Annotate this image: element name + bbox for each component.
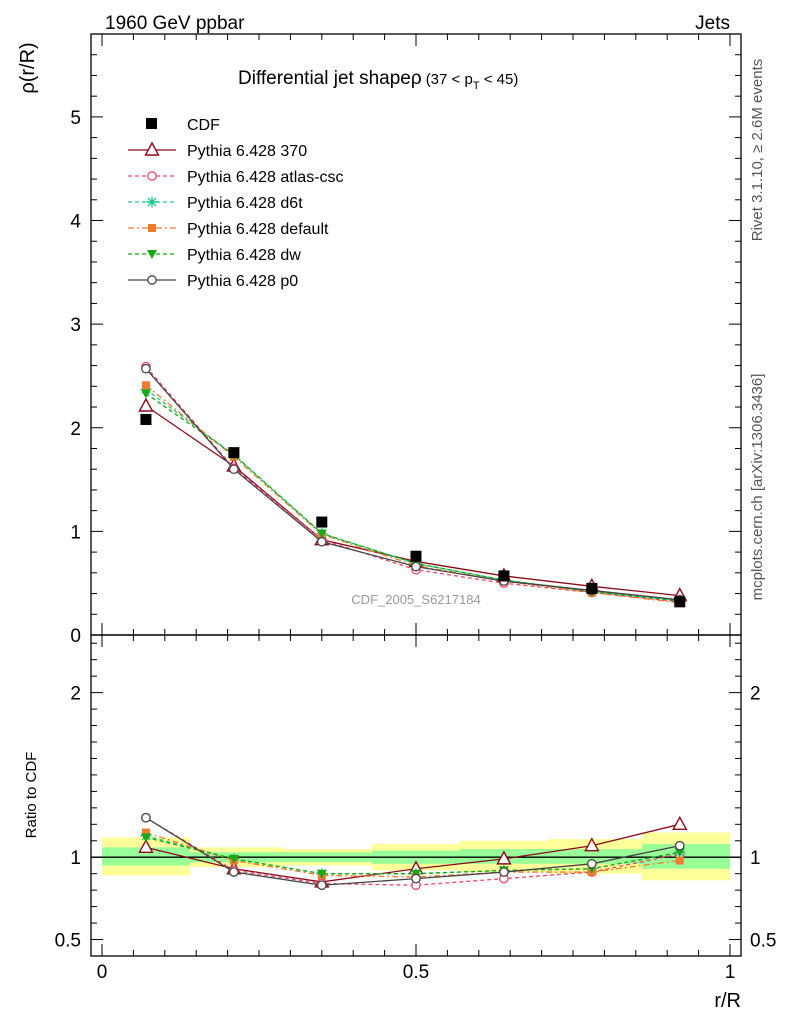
upper-point-pythia-6-428-p0	[229, 464, 239, 475]
x-axis-label: r/R	[714, 990, 741, 1012]
lower-frame	[90, 634, 742, 957]
x-tick-label: 1	[725, 962, 736, 983]
upper-point-cdf	[316, 516, 328, 528]
y-axis-label-upper: ρ(r/R)	[17, 42, 39, 93]
upper-point-cdf	[410, 550, 422, 562]
legend-label-pythia-6-428-default: Pythia 6.428 default	[187, 221, 329, 238]
y-tick-label-lower-right: 1	[750, 848, 761, 869]
legend-item-pythia-6-428-atlas-csc: Pythia 6.428 atlas-csc	[128, 169, 344, 186]
band-inner	[101, 847, 190, 866]
legend: CDF Pythia 6.428 370 Pythia 6.428 atlas-c…	[128, 117, 344, 290]
plot-title-main: Differential jet shapeρ	[238, 68, 422, 89]
legend-label-pythia-6-428-370: Pythia 6.428 370	[187, 143, 307, 160]
y-tick-label-upper: 5	[70, 108, 81, 129]
lower-point-pythia-6-428-p0	[499, 867, 509, 877]
lower-point-pythia-6-428-p0	[674, 840, 685, 851]
legend-item-pythia-6-428-370: Pythia 6.428 370	[128, 141, 307, 160]
upper-point-pythia-6-428-370	[138, 397, 154, 412]
plot-title: Differential jet shapeρ (37 < pT < 45)	[238, 68, 518, 92]
upper-point-cdf	[498, 570, 510, 582]
upper-point-pythia-6-428-p0	[316, 536, 327, 547]
lower-point-pythia-6-428-dw	[674, 848, 685, 858]
y-tick-label-lower-right: 2	[750, 684, 761, 705]
header-left: 1960 GeV ppbar	[105, 13, 245, 34]
legend-label-cdf: CDF	[187, 117, 220, 134]
lower-point-pythia-6-428-dw	[140, 833, 151, 843]
legend-label-pythia-6-428-dw: Pythia 6.428 dw	[187, 247, 301, 264]
lower-point-pythia-6-428-default	[675, 856, 684, 865]
legend-item-pythia-6-428-default: Pythia 6.428 default	[128, 221, 329, 238]
upper-point-cdf	[140, 413, 152, 425]
legend-marker-pythia-6-428-d6t	[146, 196, 158, 208]
upper-series-cdf	[140, 413, 686, 608]
legend-label-pythia-6-428-atlas-csc: Pythia 6.428 atlas-csc	[187, 169, 344, 186]
x-tick-label: 0.5	[403, 962, 429, 983]
legend-label-pythia-6-428-d6t: Pythia 6.428 d6t	[187, 195, 303, 212]
y-tick-label-upper: 1	[70, 522, 81, 543]
lower-point-pythia-6-428-370	[672, 815, 688, 831]
y-tick-label-lower: 0.5	[55, 931, 81, 952]
lower-series-pythia-6-428-p0	[141, 812, 685, 891]
plot-title-range-end: < 45)	[480, 71, 519, 88]
mcplots-reference: mcplots.cern.ch [arXiv:1306.3436]	[749, 374, 766, 601]
y-tick-label-upper: 4	[70, 212, 81, 233]
legend-marker-pythia-6-428-default	[148, 224, 156, 232]
plot-title-range: (37 < p	[426, 71, 473, 88]
legend-marker-pythia-6-428-dw	[147, 250, 157, 259]
upper-point-pythia-6-428-p0	[141, 363, 151, 374]
upper-series-pythia-6-428-p0	[141, 363, 685, 605]
lower-point-pythia-6-428-p0	[316, 880, 327, 891]
upper-point-pythia-6-428-default	[141, 381, 150, 390]
x-tick-label: 0	[97, 962, 108, 983]
y-tick-label-upper: 0	[70, 626, 81, 647]
y-axis-label-lower: Ratio to CDF	[23, 752, 40, 839]
band-inner	[547, 849, 643, 864]
upper-point-cdf	[674, 596, 686, 608]
lower-point-pythia-6-428-p0	[411, 873, 421, 884]
band-inner	[642, 844, 731, 869]
legend-marker-pythia-6-428-370	[144, 141, 160, 156]
lower-point-pythia-6-428-p0	[229, 867, 239, 877]
analysis-watermark: CDF_2005_S6217184	[351, 592, 480, 607]
legend-item-pythia-6-428-p0: Pythia 6.428 p0	[128, 273, 298, 290]
legend-item-pythia-6-428-d6t: Pythia 6.428 d6t	[128, 195, 303, 212]
upper-point-cdf	[586, 582, 598, 594]
lower-point-pythia-6-428-p0	[141, 812, 151, 823]
legend-item-pythia-6-428-dw: Pythia 6.428 dw	[128, 247, 301, 264]
tick-labels: 0 1 2 3 4 5 0.5 0.5 1 1 2 2 0 0.5 1	[55, 108, 777, 983]
y-tick-label-upper: 2	[70, 419, 81, 440]
upper-point-cdf	[228, 447, 240, 459]
legend-marker-pythia-6-428-p0	[147, 275, 157, 285]
rivet-version: Rivet 3.1.10, ≥ 2.6M events	[749, 59, 766, 242]
legend-item-cdf: CDF	[146, 117, 220, 134]
y-tick-label-lower: 1	[70, 848, 81, 869]
lower-point-pythia-6-428-p0	[586, 858, 597, 869]
lower-point-pythia-6-428-dw	[228, 854, 239, 864]
header-right: Jets	[695, 13, 730, 34]
lower-point-pythia-6-428-default	[141, 828, 150, 837]
plot-title-index: T	[473, 80, 480, 92]
upper-point-pythia-6-428-dw	[140, 389, 151, 399]
lower-point-pythia-6-428-dw	[316, 869, 327, 879]
lower-point-pythia-6-428-370	[584, 837, 600, 852]
upper-point-pythia-6-428-dw	[316, 529, 327, 539]
upper-point-pythia-6-428-d6t	[140, 383, 152, 395]
y-tick-label-lower-right: 0.5	[750, 931, 776, 952]
legend-marker-cdf	[146, 118, 157, 129]
y-tick-label-upper: 3	[70, 315, 81, 336]
axis-ticks	[91, 33, 741, 956]
lower-point-pythia-6-428-370	[496, 850, 512, 865]
legend-marker-pythia-6-428-atlas-csc	[147, 171, 157, 181]
lower-point-pythia-6-428-370	[138, 838, 154, 854]
legend-label-pythia-6-428-p0: Pythia 6.428 p0	[187, 273, 298, 290]
y-tick-label-lower: 2	[70, 684, 81, 705]
upper-point-pythia-6-428-p0	[411, 561, 421, 572]
